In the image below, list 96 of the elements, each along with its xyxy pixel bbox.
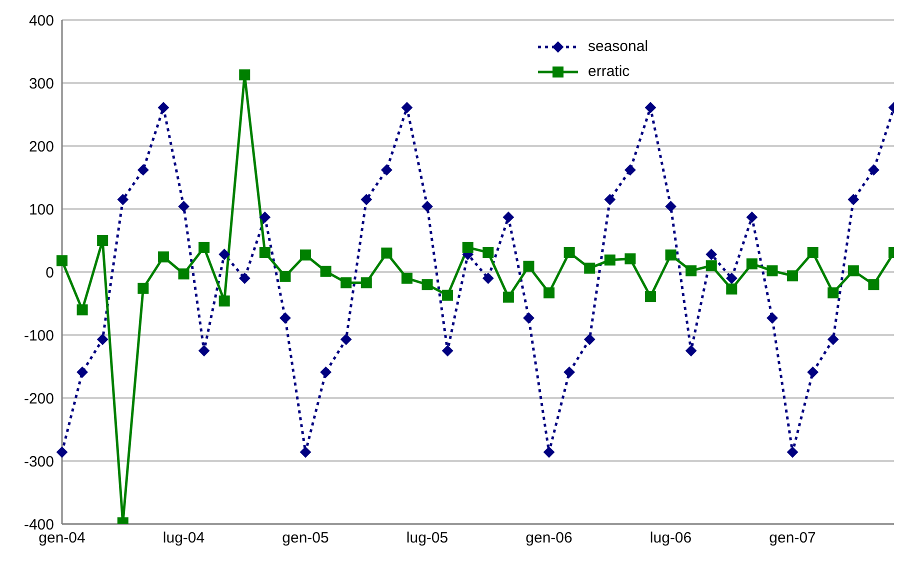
point (766, 312, 778, 324)
point (523, 312, 534, 324)
point (644, 291, 656, 302)
point (746, 258, 758, 270)
point (686, 265, 697, 276)
x-tick-label: gen-06 (526, 530, 572, 547)
point (239, 272, 250, 284)
point (502, 292, 514, 303)
point (706, 260, 717, 272)
point (259, 212, 270, 223)
point (787, 446, 798, 458)
point (381, 164, 392, 176)
point (482, 272, 494, 284)
point (706, 248, 717, 260)
point (300, 446, 312, 458)
point (198, 345, 210, 356)
point (726, 284, 738, 295)
point (564, 246, 575, 258)
x-tick-label: gen-05 (282, 530, 329, 547)
point (523, 260, 534, 272)
point (158, 251, 169, 262)
point (158, 102, 169, 114)
point (644, 102, 656, 114)
point (624, 253, 636, 264)
point (564, 366, 575, 378)
point (178, 268, 190, 280)
point (76, 366, 88, 378)
point (462, 242, 474, 253)
point (56, 255, 68, 266)
point (624, 164, 636, 176)
point (422, 200, 433, 212)
point (56, 446, 68, 458)
point (848, 194, 859, 206)
point (442, 345, 454, 356)
point (117, 194, 128, 206)
point (280, 270, 291, 282)
point (828, 287, 839, 298)
x-tick-label: gen-07 (769, 530, 816, 547)
point (422, 279, 433, 290)
point (198, 242, 210, 253)
point (442, 290, 454, 301)
point (544, 287, 555, 298)
point (320, 366, 332, 378)
point (502, 212, 514, 223)
point (726, 272, 738, 284)
y-tick-label: 300 (28, 75, 54, 92)
point (239, 69, 250, 80)
point (178, 200, 190, 212)
point (259, 246, 270, 258)
point (807, 366, 818, 378)
point (360, 277, 372, 288)
point (868, 279, 880, 290)
point (665, 200, 676, 212)
point (868, 164, 880, 176)
point (604, 194, 616, 206)
point (138, 164, 149, 176)
point (218, 248, 230, 260)
legend-label: seasonal (588, 38, 648, 55)
point (76, 304, 88, 316)
point (360, 194, 372, 206)
legend-label: erratic (588, 63, 630, 80)
point (280, 312, 291, 324)
point (828, 334, 839, 345)
point (746, 212, 758, 223)
y-tick-label: -100 (24, 327, 54, 344)
y-tick-label: 100 (28, 201, 54, 218)
point (340, 334, 352, 345)
point (482, 246, 494, 258)
point (340, 277, 352, 288)
x-tick-label: lug-06 (650, 530, 692, 547)
x-tick-label: lug-04 (162, 530, 205, 547)
point (766, 265, 778, 276)
point (604, 254, 616, 266)
point (97, 334, 108, 345)
point (97, 235, 108, 246)
point (218, 295, 230, 306)
point (381, 248, 392, 259)
point (401, 272, 412, 284)
point (300, 249, 312, 260)
point (544, 446, 555, 458)
y-tick-label: -200 (24, 390, 54, 408)
point (320, 266, 332, 277)
point (848, 265, 859, 276)
y-tick-label: 400 (28, 12, 54, 30)
point (401, 102, 412, 114)
y-tick-label: 200 (28, 138, 54, 156)
point (138, 282, 149, 294)
y-tick-label: -300 (24, 453, 54, 470)
point (686, 345, 697, 356)
point (787, 270, 798, 282)
point (665, 249, 676, 260)
point (584, 262, 596, 274)
point (807, 246, 818, 258)
point (584, 334, 596, 345)
y-tick-label: 0 (46, 264, 54, 282)
x-tick-label: lug-05 (406, 530, 448, 547)
